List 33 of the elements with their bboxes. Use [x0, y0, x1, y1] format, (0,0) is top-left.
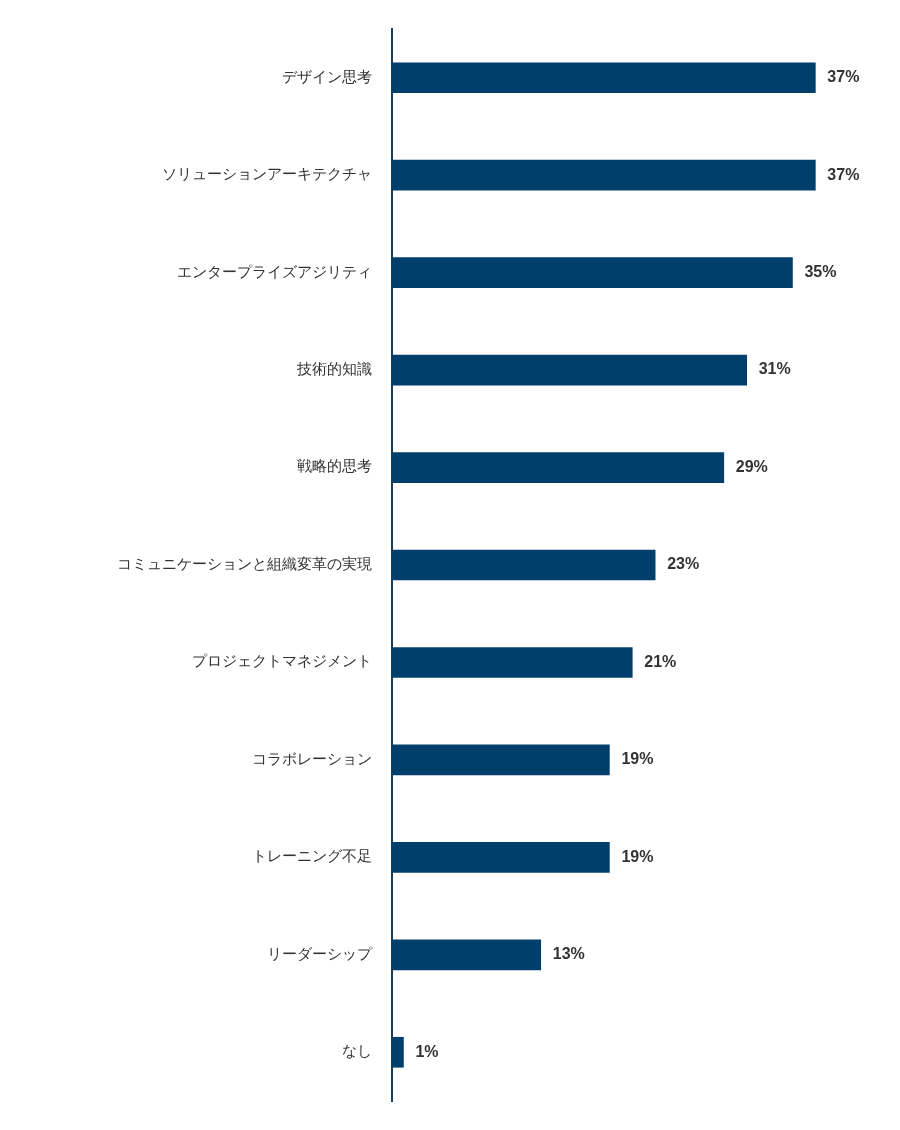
data-label: 31% — [758, 360, 791, 378]
data-label: 29% — [735, 457, 768, 475]
y-tick-label: 戦略的思考 — [297, 457, 372, 476]
bar — [392, 1036, 404, 1068]
y-tick-label: なし — [342, 1042, 372, 1061]
bar — [392, 842, 610, 873]
y-tick-label: プロジェクトマネジメント — [192, 652, 372, 671]
data-label: 13% — [552, 945, 585, 963]
y-tick-label: リーダーシップ — [267, 944, 373, 963]
bar — [392, 549, 656, 581]
y-tick-label: コミュニケーションと組織変革の実現 — [117, 554, 372, 573]
y-tick-label: デザイン思考 — [282, 67, 372, 86]
y-tick-label: トレーニング不足 — [252, 847, 372, 866]
y-tick-label: ソリューションアーキテクチャ — [162, 165, 372, 184]
bar — [392, 647, 633, 678]
data-label: 37% — [827, 68, 860, 86]
data-label: 37% — [827, 165, 860, 183]
bar — [392, 62, 816, 94]
bar — [392, 452, 725, 483]
bar — [392, 744, 610, 776]
bar — [392, 354, 748, 386]
data-label: 21% — [644, 652, 677, 670]
y-tick-label: 技術的知識 — [296, 359, 372, 378]
data-label: 19% — [621, 750, 654, 768]
bar — [392, 939, 542, 971]
y-tick-label: エンタープライズアジリティ — [177, 262, 372, 281]
data-label: 19% — [621, 847, 654, 865]
y-tick-label: コラボレーション — [252, 749, 372, 768]
data-label: 1% — [415, 1042, 439, 1060]
data-label: 23% — [667, 555, 700, 573]
data-label: 35% — [804, 263, 837, 281]
bar — [392, 159, 816, 191]
bar — [392, 257, 793, 288]
